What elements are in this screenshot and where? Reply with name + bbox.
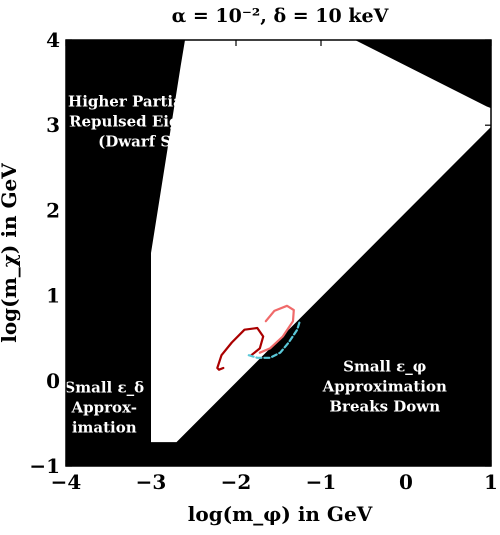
x-tick-label: 1	[484, 470, 498, 494]
region-label-line: Higher Partial Waves,	[68, 92, 251, 110]
curve-3	[247, 320, 301, 359]
axes: −4 −3 −2 −1 0 1 −1 0 1 2 3 4	[29, 28, 498, 494]
region-label-line: Breaks Down	[329, 397, 440, 415]
y-tick-label: 0	[46, 369, 60, 393]
curve-2	[258, 304, 295, 354]
allowed-region	[151, 40, 491, 443]
x-tick-label: −1	[306, 470, 337, 494]
y-tick-label: 4	[46, 28, 60, 52]
region-label-line: Approx-	[71, 399, 137, 417]
region-label-3: Small ε_δ Approx-imation	[64, 379, 144, 437]
y-tick-label: −1	[29, 454, 60, 478]
x-axis-title: log(m_φ) in GeV	[188, 502, 373, 526]
plot-area: Higher Partial Waves, Repulsed Eigenstate…	[64, 40, 491, 466]
curve-1	[216, 326, 265, 371]
x-tick-label: −3	[136, 470, 167, 494]
y-axis-title: log(m_χ) in GeV	[0, 163, 21, 343]
y-tick-label: 2	[46, 198, 60, 222]
plot-frame	[65, 39, 492, 467]
region-label-4: Breaks Down	[74, 441, 185, 459]
region-label-line: Small ε_φ	[343, 357, 426, 375]
y-tick-label: 1	[46, 284, 60, 308]
x-tick-label: 0	[399, 470, 413, 494]
region-label-2: Small ε_φ Approximation Breaks Down	[322, 357, 447, 415]
region-label-line: Repulsed Eigenstates	[69, 112, 250, 130]
region-label-line: Breaks Down	[74, 441, 185, 459]
region-label-line: (Dwarf Scales)	[98, 132, 221, 150]
x-tick-label: −2	[221, 470, 252, 494]
region-label-line: Approximation	[322, 377, 447, 395]
chart-title: α = 10⁻², δ = 10 keV	[172, 5, 390, 27]
region-label-1: Higher Partial Waves, Repulsed Eigenstate…	[68, 92, 251, 150]
x-tick-label: −4	[51, 470, 82, 494]
y-tick-label: 3	[46, 113, 60, 137]
region-label-line: Small ε_δ	[64, 379, 144, 397]
region-label-line: imation	[72, 419, 137, 437]
